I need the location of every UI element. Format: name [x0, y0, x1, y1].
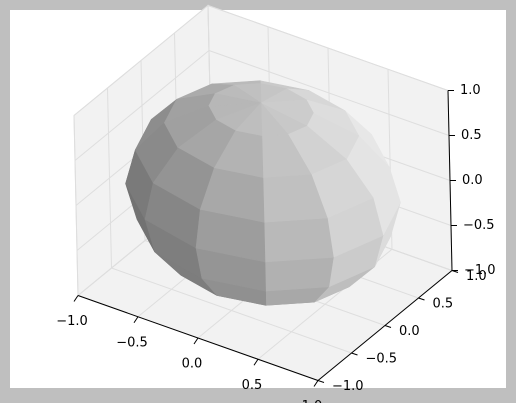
z-tick-label: 0.5: [461, 128, 482, 143]
tick-mark: [351, 352, 358, 356]
z-tick-label: −0.5: [463, 218, 495, 233]
grid-line: [208, 50, 450, 136]
grid-line: [111, 267, 352, 354]
y-tick-label: −0.5: [366, 352, 398, 367]
surface-face: [264, 256, 334, 292]
tick-mark: [317, 380, 325, 383]
z-tick-label: −1.0: [464, 263, 496, 278]
tick-mark: [253, 358, 259, 366]
x-tick-label: 1.0: [302, 399, 323, 403]
tick-mark: [133, 316, 139, 324]
grid-line: [74, 50, 210, 161]
x-tick-label: 0.5: [242, 378, 263, 393]
z-tick-label: 0.0: [462, 173, 483, 188]
surface-face: [199, 167, 265, 223]
tick-mark: [193, 337, 199, 345]
y-tick-label: −1.0: [332, 379, 364, 394]
tick-mark: [73, 295, 79, 302]
x-tick-label: −1.0: [56, 314, 88, 329]
y-tick-label: 0.0: [399, 324, 420, 339]
grid-line: [207, 5, 449, 91]
y-tick-label: 1.0: [466, 269, 487, 284]
z-tick-label: 1.0: [460, 83, 481, 98]
y-tick-label: 0.5: [433, 297, 454, 312]
tick-mark: [418, 297, 425, 301]
tick-mark: [384, 325, 392, 328]
x-tick-label: 0.0: [182, 357, 203, 372]
tick-mark: [313, 380, 319, 387]
surface-face: [263, 217, 334, 263]
grid-line: [73, 5, 209, 116]
x-tick-label: −0.5: [116, 335, 148, 350]
